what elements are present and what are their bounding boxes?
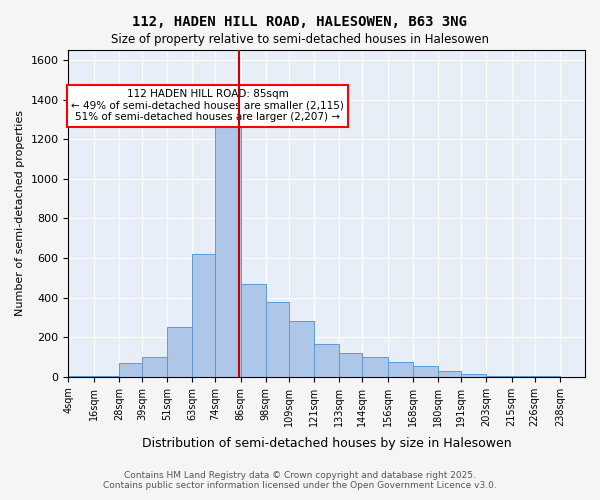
Bar — [461, 374, 487, 377]
Bar — [438, 371, 461, 377]
Bar — [535, 376, 560, 377]
Y-axis label: Number of semi-detached properties: Number of semi-detached properties — [15, 110, 25, 316]
Text: Size of property relative to semi-detached houses in Halesowen: Size of property relative to semi-detach… — [111, 32, 489, 46]
Bar — [193, 254, 215, 377]
Bar — [512, 376, 535, 377]
Bar — [487, 376, 512, 377]
Bar — [314, 344, 340, 377]
Text: 112 HADEN HILL ROAD: 85sqm
← 49% of semi-detached houses are smaller (2,115)
51%: 112 HADEN HILL ROAD: 85sqm ← 49% of semi… — [71, 89, 344, 122]
Bar — [362, 357, 388, 377]
Bar — [340, 353, 362, 377]
Bar — [241, 284, 266, 377]
Bar — [413, 366, 438, 377]
Bar — [167, 328, 193, 377]
Bar — [142, 357, 167, 377]
Bar — [266, 302, 289, 377]
Text: Contains HM Land Registry data © Crown copyright and database right 2025.
Contai: Contains HM Land Registry data © Crown c… — [103, 470, 497, 490]
Bar — [289, 322, 314, 377]
Bar — [215, 122, 241, 377]
Bar — [388, 362, 413, 377]
X-axis label: Distribution of semi-detached houses by size in Halesowen: Distribution of semi-detached houses by … — [142, 437, 512, 450]
Bar — [119, 363, 142, 377]
Text: 112, HADEN HILL ROAD, HALESOWEN, B63 3NG: 112, HADEN HILL ROAD, HALESOWEN, B63 3NG — [133, 15, 467, 29]
Bar — [68, 376, 94, 377]
Bar — [94, 376, 119, 377]
